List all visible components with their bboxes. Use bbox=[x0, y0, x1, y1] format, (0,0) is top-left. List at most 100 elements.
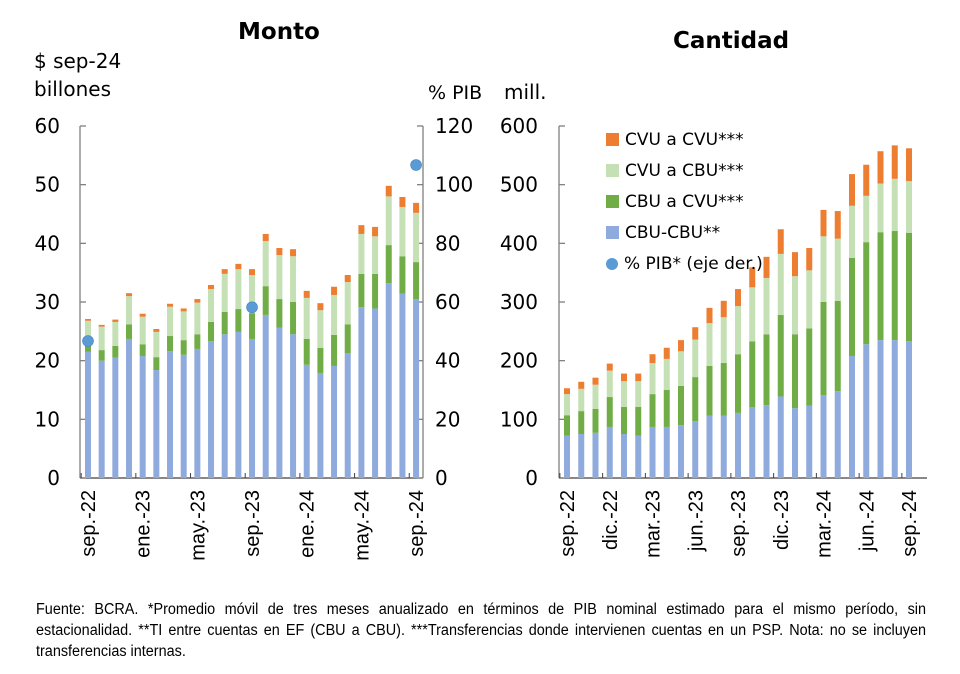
bar-segment bbox=[399, 196, 406, 207]
bar-segment bbox=[167, 303, 174, 307]
bar-segment bbox=[592, 377, 599, 385]
bar-segment bbox=[126, 324, 133, 339]
bar-segment bbox=[906, 181, 912, 233]
bar-segment bbox=[635, 407, 642, 436]
bar-segment bbox=[235, 269, 242, 310]
bar-segment bbox=[208, 341, 215, 478]
bar-segment bbox=[820, 395, 827, 478]
x-tick-label: jun.-23 bbox=[685, 490, 707, 552]
bar-segment bbox=[621, 434, 627, 478]
bar-segment bbox=[276, 327, 283, 478]
y-tick-label: 10 bbox=[35, 407, 60, 431]
bar-segment bbox=[358, 307, 365, 478]
bar-segment bbox=[385, 196, 392, 246]
bar-segment bbox=[820, 302, 827, 396]
bar-segment bbox=[592, 408, 599, 433]
bar-segment bbox=[692, 327, 699, 340]
x-tick-label: sep.-22 bbox=[557, 490, 579, 557]
bar-segment bbox=[262, 286, 269, 315]
bar-segment bbox=[98, 350, 105, 361]
bar-segment bbox=[649, 426, 656, 478]
bar-segment bbox=[834, 238, 841, 301]
bar-segment bbox=[834, 300, 841, 392]
bar-segment bbox=[663, 358, 670, 390]
bar-segment bbox=[180, 308, 187, 312]
monto-chart: 0 10 20 30 40 50 60 0 20 40 60 80 100 120 sep.-22 ene.-… bbox=[35, 114, 474, 561]
bar-segment bbox=[777, 229, 784, 254]
bar-segment bbox=[891, 231, 898, 341]
bar-segment bbox=[344, 324, 351, 354]
bar-segment bbox=[806, 328, 813, 406]
legend-item-cbu-cbu: CBU-CBU** bbox=[606, 217, 763, 248]
bar-segment bbox=[849, 355, 855, 478]
left-chart-ylabel-right: % PIB bbox=[428, 82, 483, 104]
bar-segment bbox=[692, 377, 699, 422]
bar-segment bbox=[372, 236, 379, 274]
x-tick-label: ene.-24 bbox=[297, 490, 319, 558]
bar-segment bbox=[820, 209, 827, 237]
bar-segment bbox=[249, 269, 256, 276]
bar-segment bbox=[262, 240, 269, 287]
legend-swatch-icon bbox=[606, 195, 619, 208]
bar-segment bbox=[906, 148, 912, 182]
legend-swatch-icon bbox=[606, 164, 619, 177]
bar-segment bbox=[235, 331, 242, 478]
bar-segment bbox=[303, 297, 310, 339]
bar-segment bbox=[606, 363, 613, 371]
bar-segment bbox=[649, 363, 656, 395]
bar-segment bbox=[849, 174, 855, 206]
bar-segment bbox=[564, 435, 570, 478]
bar-segment bbox=[372, 273, 379, 309]
bar-segment bbox=[678, 425, 684, 478]
y-tick-label: 600 bbox=[500, 114, 538, 138]
bar-segment bbox=[877, 151, 884, 184]
bar-segment bbox=[221, 273, 228, 312]
bar-segment bbox=[706, 415, 713, 478]
bar-segment bbox=[863, 242, 870, 345]
bar-segment bbox=[763, 405, 770, 478]
bar-segment bbox=[777, 314, 784, 397]
y-tick-label: 30 bbox=[35, 290, 60, 314]
bar-segment bbox=[649, 394, 656, 427]
x-tick-label: mar.-24 bbox=[814, 490, 836, 558]
right-chart-ylabel: mill. bbox=[504, 80, 547, 104]
x-tick-label: sep.-24 bbox=[406, 490, 428, 557]
legend-swatch-icon bbox=[606, 226, 619, 239]
bar-segment bbox=[849, 205, 855, 258]
bar-segment bbox=[706, 365, 713, 416]
bar-segment bbox=[85, 320, 91, 341]
bar-segment bbox=[413, 212, 420, 263]
bar-segment bbox=[98, 360, 105, 478]
bar-segment bbox=[317, 310, 324, 348]
bar-segment bbox=[208, 289, 215, 322]
y-tick-label-right: 60 bbox=[435, 290, 460, 314]
bar-segment bbox=[290, 302, 297, 335]
bar-segment bbox=[331, 286, 338, 295]
bar-segment bbox=[720, 363, 727, 416]
left-chart-ylabel: $ sep-24 billones bbox=[34, 49, 122, 101]
bar-segment bbox=[891, 178, 898, 232]
bar-segment bbox=[663, 347, 670, 359]
y-tick-label: 100 bbox=[500, 407, 538, 431]
y-tick-label-right: 20 bbox=[435, 407, 460, 431]
bar-segment bbox=[126, 293, 133, 297]
bar-segment bbox=[290, 256, 297, 302]
bar-segment bbox=[806, 405, 813, 478]
bar-segment bbox=[290, 249, 297, 257]
bar-segment bbox=[303, 338, 310, 365]
bar-segment bbox=[692, 339, 699, 378]
bar-segment bbox=[249, 275, 256, 314]
bar-segment bbox=[792, 334, 798, 409]
bar-segment bbox=[372, 226, 379, 237]
bar-segment bbox=[249, 338, 256, 478]
bar-segment bbox=[85, 319, 91, 321]
bar-segment bbox=[385, 185, 392, 197]
bar-segment bbox=[249, 313, 256, 339]
bar-segment bbox=[906, 232, 912, 342]
bar-segment bbox=[849, 258, 855, 356]
bar-segment bbox=[735, 354, 741, 413]
bar-segment bbox=[112, 346, 119, 358]
x-tick-label: mar.-23 bbox=[643, 490, 665, 558]
bar-segment bbox=[735, 289, 741, 307]
bar-segment bbox=[139, 355, 146, 478]
